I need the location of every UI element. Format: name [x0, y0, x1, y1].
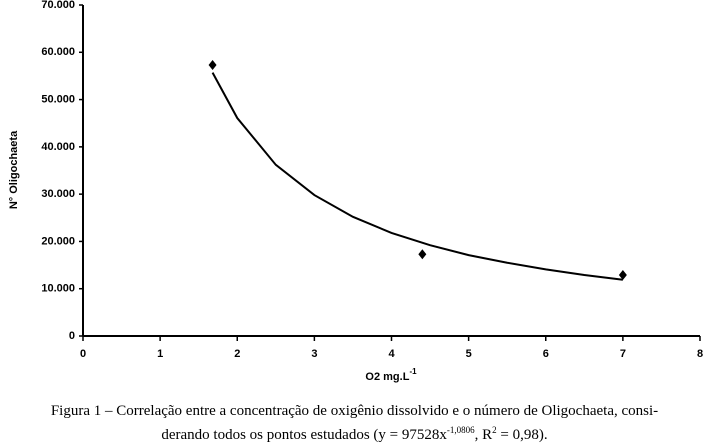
x-tick-label: 6: [543, 348, 549, 360]
y-tick-label: 30.000: [41, 188, 75, 200]
x-axis-label-text: O2 mg.L: [365, 371, 409, 383]
x-axis-label: O2 mg.L-1: [365, 367, 417, 383]
x-tick-label: 2: [234, 348, 240, 360]
y-tick-label: 40.000: [41, 141, 75, 153]
y-axis-label: N° Oligochaeta: [8, 130, 20, 209]
point: [418, 249, 427, 260]
chart: N° Oligochaeta O2 mg.L-1 010.00020.00030…: [8, 0, 703, 383]
caption-line: derando todos os pontos estudados (y = 9…: [0, 421, 709, 445]
y-tick-label: 60.000: [41, 46, 75, 58]
trend-line: [211, 72, 623, 281]
x-tick-label: 0: [80, 348, 86, 360]
y-tick-label: 50.000: [41, 93, 75, 105]
caption: Figura 1 – Correlação entre a concentraç…: [0, 402, 709, 445]
x-tick-label: 1: [157, 348, 163, 360]
point: [618, 270, 627, 281]
caption-text: , R: [474, 427, 493, 443]
x-tick-label: 4: [388, 348, 395, 360]
caption-line: Figura 1 – Correlação entre a concentraç…: [50, 403, 659, 419]
x-tick-label: 3: [311, 348, 317, 360]
x-tick-label: 7: [620, 348, 626, 360]
caption-text: derando todos os pontos estudados (y = 9…: [161, 427, 447, 443]
caption-sup: -1,0806: [446, 425, 475, 435]
caption-text: = 0,98).: [496, 427, 548, 443]
y-tick-label: 20.000: [41, 235, 75, 247]
y-tick-label: 0: [69, 330, 75, 342]
x-axis-label-sup: -1: [409, 367, 417, 376]
x-tick-label: 8: [697, 348, 703, 360]
y-tick-label: 70.000: [41, 0, 75, 11]
y-tick-label: 10.000: [41, 283, 75, 295]
caption-sup: 2: [492, 425, 497, 435]
x-tick-label: 5: [466, 348, 472, 360]
point: [208, 60, 217, 71]
